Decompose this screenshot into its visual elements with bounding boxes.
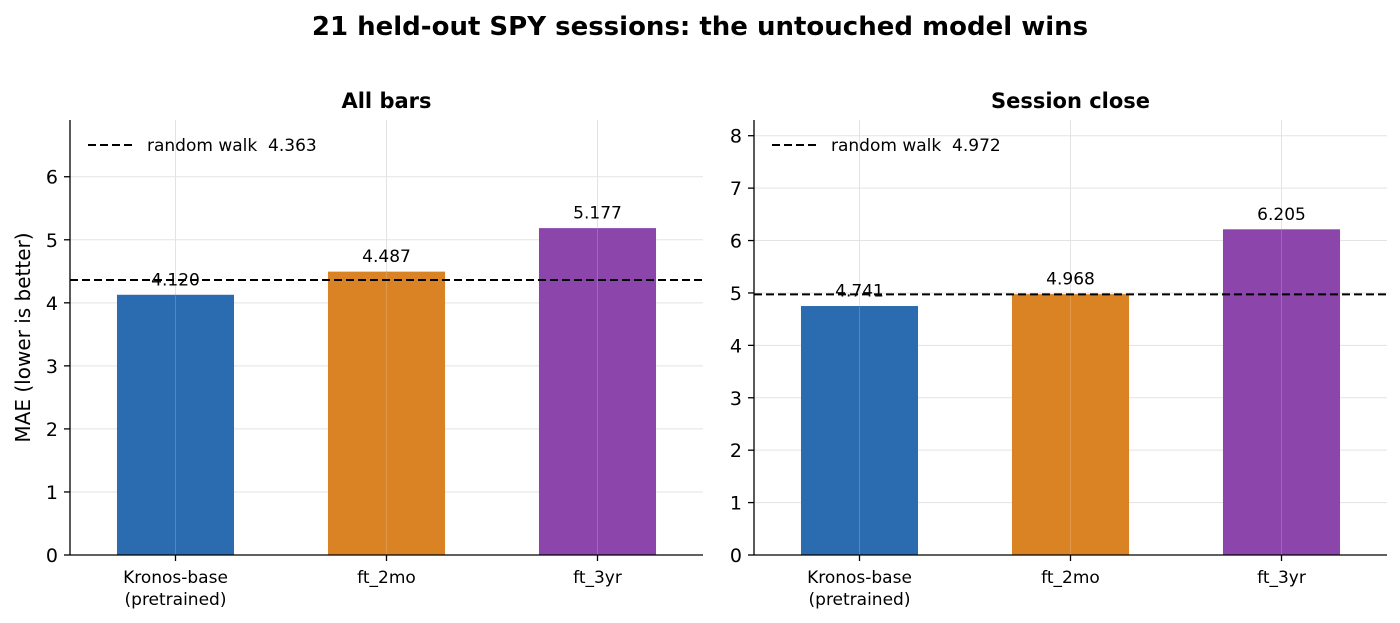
- y-tick-label: 6: [46, 167, 58, 189]
- bar-kronos-base: [800, 306, 919, 556]
- y-tick-label: 5: [46, 230, 58, 252]
- bar-value-label: 6.205: [1257, 205, 1306, 225]
- bar-value-label: 4.120: [151, 270, 200, 290]
- bar-ft-3yr: [1222, 229, 1341, 556]
- bar-ft-3yr: [538, 228, 657, 556]
- y-tick-label: 4: [46, 293, 58, 315]
- x-tick-label: ft_2mo: [357, 568, 416, 588]
- bar-value-label: 4.968: [1046, 270, 1095, 290]
- y-tick-label: 0: [730, 545, 742, 567]
- x-tick-label: ft_3yr: [1257, 568, 1306, 588]
- y-tick-label: 1: [730, 493, 742, 515]
- x-tick-label: Kronos-base (pretrained): [123, 568, 228, 610]
- y-tick-label: 3: [46, 356, 58, 378]
- panel-title: Session close: [991, 89, 1150, 113]
- y-tick-label: 2: [730, 440, 742, 462]
- x-tick-label: ft_3yr: [573, 568, 622, 588]
- y-tick-label: 4: [730, 335, 742, 357]
- bar-value-label: 4.741: [835, 282, 884, 302]
- y-tick-label: 8: [730, 126, 742, 148]
- y-tick-label: 0: [46, 545, 58, 567]
- legend: random walk 4.972: [772, 136, 1001, 156]
- y-tick-label: 3: [730, 388, 742, 410]
- y-axis-label: MAE (lower is better): [11, 232, 35, 442]
- chart-panel-2: Session close 0 1 2 3 4 5 6 7 8 4.741 4.968 6.205 Kro…: [730, 89, 1387, 610]
- y-tick-label: 1: [46, 482, 58, 504]
- y-tick-label: 5: [730, 283, 742, 305]
- legend-label: random walk 4.972: [831, 136, 1001, 156]
- bar-ft-2mo: [327, 271, 446, 556]
- y-tick-label: 2: [46, 419, 58, 441]
- x-tick-label: Kronos-base (pretrained): [807, 568, 912, 610]
- y-tick-label: 6: [730, 231, 742, 253]
- legend-label: random walk 4.363: [147, 136, 317, 156]
- chart-panel-1: All bars 0 1 2 3 4 5 6 4.120 4.487 5.177 Kronos-bas…: [11, 89, 703, 610]
- bar-kronos-base: [116, 294, 235, 556]
- y-tick-label: 7: [730, 178, 742, 200]
- bar-ft-2mo: [1011, 294, 1130, 556]
- figure-title: 21 held-out SPY sessions: the untouched …: [312, 12, 1088, 42]
- bar-value-label: 5.177: [573, 204, 622, 224]
- legend: random walk 4.363: [88, 136, 317, 156]
- x-tick-label: ft_2mo: [1041, 568, 1100, 588]
- bar-value-label: 4.487: [362, 247, 411, 267]
- panel-title: All bars: [341, 89, 431, 113]
